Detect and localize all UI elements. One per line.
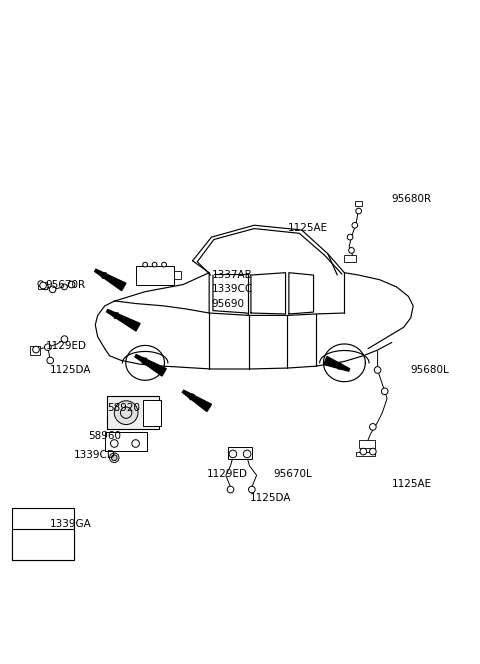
Circle shape (360, 448, 367, 455)
Text: 1339CD: 1339CD (74, 450, 116, 460)
Text: 1129ED: 1129ED (46, 341, 86, 351)
Circle shape (229, 450, 237, 457)
Circle shape (370, 424, 376, 430)
Bar (30, 346, 40, 355)
Bar (136, 266, 174, 285)
Polygon shape (182, 390, 212, 412)
Bar (356, 452, 375, 456)
Circle shape (33, 540, 44, 551)
Bar (355, 201, 362, 207)
Circle shape (162, 262, 167, 267)
Circle shape (227, 486, 234, 493)
Circle shape (47, 357, 54, 364)
Circle shape (382, 388, 388, 394)
Circle shape (348, 248, 354, 253)
Circle shape (356, 208, 361, 214)
Circle shape (111, 455, 117, 461)
Circle shape (50, 286, 56, 292)
Bar (105, 432, 147, 451)
FancyBboxPatch shape (12, 529, 74, 560)
Circle shape (114, 401, 138, 424)
Circle shape (132, 440, 139, 448)
Circle shape (143, 262, 147, 267)
Polygon shape (135, 355, 166, 376)
Circle shape (152, 262, 157, 267)
Text: 95690: 95690 (212, 299, 244, 309)
Text: 95670L: 95670L (273, 469, 312, 479)
Circle shape (68, 282, 75, 288)
Text: 1125AE: 1125AE (288, 222, 327, 232)
Bar (174, 272, 180, 279)
Polygon shape (324, 357, 349, 371)
Text: 1337AB: 1337AB (212, 270, 252, 280)
Text: 1125DA: 1125DA (250, 493, 291, 503)
Circle shape (347, 234, 353, 240)
Polygon shape (107, 309, 140, 331)
Circle shape (35, 542, 42, 549)
Bar (228, 447, 252, 459)
Circle shape (61, 284, 67, 290)
Circle shape (110, 440, 118, 448)
Text: 58920: 58920 (107, 403, 140, 413)
Text: 1129ED: 1129ED (207, 469, 248, 479)
Text: 95670R: 95670R (46, 280, 85, 290)
Circle shape (370, 448, 376, 455)
Bar (38, 282, 47, 290)
Circle shape (69, 282, 74, 288)
Bar (344, 255, 356, 262)
Circle shape (33, 346, 39, 353)
Text: 1125DA: 1125DA (50, 365, 92, 375)
Circle shape (40, 282, 47, 289)
Circle shape (243, 450, 251, 457)
Circle shape (49, 286, 56, 293)
Circle shape (120, 407, 132, 418)
Circle shape (352, 222, 358, 228)
Bar (107, 396, 159, 429)
Text: 1339CC: 1339CC (212, 284, 253, 294)
Polygon shape (95, 269, 126, 291)
FancyBboxPatch shape (12, 507, 74, 560)
Circle shape (61, 336, 68, 343)
Text: 1125AE: 1125AE (392, 479, 432, 489)
Text: 58960: 58960 (88, 432, 121, 442)
Circle shape (249, 486, 255, 493)
Circle shape (45, 344, 51, 351)
Circle shape (374, 367, 381, 373)
Text: 1339GA: 1339GA (50, 519, 92, 529)
Bar (143, 400, 161, 426)
Circle shape (109, 453, 119, 462)
Circle shape (38, 281, 44, 286)
Text: 95680L: 95680L (411, 365, 450, 375)
Text: 95680R: 95680R (392, 194, 432, 204)
Bar (359, 440, 375, 448)
Circle shape (43, 284, 48, 290)
